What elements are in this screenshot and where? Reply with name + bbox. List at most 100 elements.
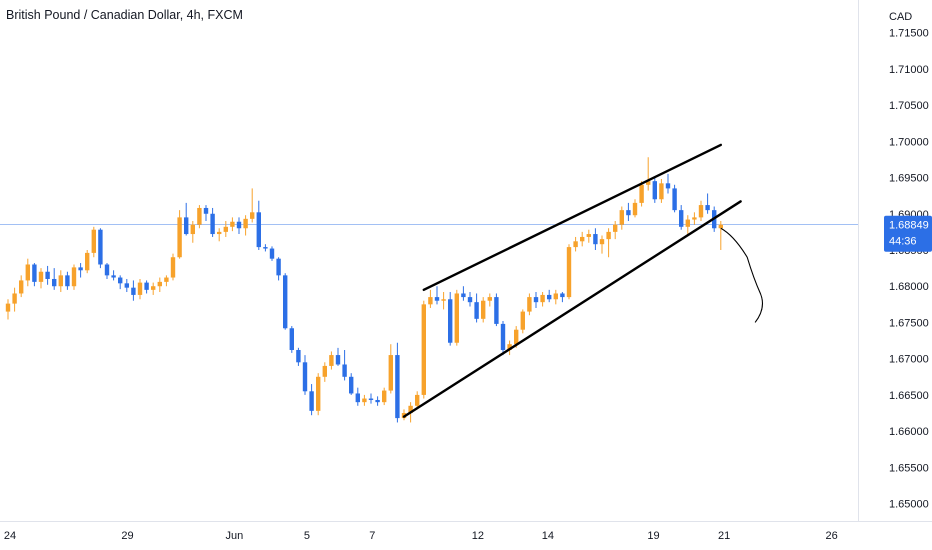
price-tick-label: 1.67000 [889, 354, 929, 366]
candle-body [104, 264, 110, 276]
candle [566, 244, 572, 300]
candle [12, 287, 17, 312]
candle [71, 264, 77, 290]
candle-body [375, 399, 380, 403]
candle [157, 277, 162, 293]
candle [19, 275, 24, 298]
time-axis[interactable]: 24 29 Jun 5 7 12 14 19 21 26 [4, 530, 838, 542]
candle-body [718, 224, 723, 229]
candle-body [547, 294, 552, 300]
candle-body [705, 205, 710, 211]
symbol-title[interactable]: British Pound / Canadian Dollar, 4h, FXC… [6, 8, 243, 22]
candle [118, 275, 123, 290]
candle-body [91, 229, 96, 253]
candle-body [632, 202, 638, 216]
candle-body [619, 210, 624, 225]
candle [289, 326, 294, 353]
candle-body [507, 344, 512, 350]
candle [441, 292, 446, 310]
candle-body [665, 183, 671, 189]
price-tick-label: 1.65500 [889, 462, 929, 474]
candle [560, 292, 565, 303]
candle-body [454, 293, 459, 343]
candle-body [500, 323, 506, 350]
candle-body [586, 234, 591, 237]
candle-body [177, 217, 182, 258]
candle-body [210, 213, 215, 235]
lower-trendline[interactable] [402, 200, 742, 418]
candle [606, 228, 611, 258]
candle [679, 205, 684, 230]
candle [131, 280, 136, 301]
candle-body [98, 229, 103, 265]
candle-body [382, 390, 387, 403]
price-tick-label: 1.65000 [889, 499, 929, 511]
candle-body [322, 365, 327, 377]
candle-body [335, 355, 341, 365]
candle [448, 292, 453, 346]
candle [250, 188, 255, 223]
candle-body [672, 188, 677, 211]
currency-label: CAD [889, 11, 912, 23]
candle-body [599, 239, 605, 245]
candle-body [78, 267, 83, 271]
candle-body [236, 221, 242, 229]
price-axis[interactable]: 1.715001.710001.705001.700001.695001.690… [889, 28, 929, 511]
price-tick-label: 1.69500 [889, 173, 929, 185]
candle-body [679, 210, 684, 227]
candle [243, 215, 248, 236]
candle [85, 249, 90, 274]
last-price-badge: 1.68849 44:36 [884, 215, 932, 252]
candle [652, 177, 657, 203]
candle [368, 393, 374, 404]
candle [382, 387, 387, 406]
candle [547, 289, 552, 303]
upper-trendline[interactable] [422, 143, 722, 292]
candle [665, 173, 671, 194]
candle [553, 289, 558, 305]
candle [474, 293, 479, 323]
candle-body [342, 364, 347, 377]
candle [164, 275, 169, 287]
candle-body [461, 293, 466, 298]
candle [586, 229, 591, 243]
time-tick-label: 7 [369, 530, 375, 542]
price-tick-label: 1.71000 [889, 64, 929, 76]
candle-body [613, 224, 618, 232]
candle [52, 268, 57, 290]
candle-body [355, 393, 360, 403]
candle-body [448, 299, 453, 343]
candle [302, 355, 308, 395]
candle [78, 263, 83, 278]
last-price-value: 1.68849 [889, 220, 929, 232]
candle [355, 387, 360, 406]
candle [415, 391, 420, 410]
candle [646, 157, 651, 191]
candle [144, 280, 149, 294]
candle-body [302, 362, 308, 392]
candle-body [65, 275, 70, 287]
candle [500, 321, 506, 356]
candle [362, 394, 367, 406]
time-tick-label: 21 [718, 530, 730, 542]
candle [580, 231, 585, 247]
candle [428, 289, 433, 308]
candle [38, 268, 44, 289]
projection-curve[interactable] [720, 227, 764, 323]
candle [177, 210, 182, 259]
candle-body [58, 275, 63, 287]
candle [32, 263, 37, 287]
candle-body [395, 355, 400, 419]
candle [184, 202, 189, 236]
candle-body [533, 297, 539, 303]
candle [256, 200, 261, 250]
candle [619, 206, 624, 230]
candle-body [652, 181, 657, 200]
candle [104, 263, 110, 279]
candle [388, 344, 393, 394]
candle-body [349, 376, 354, 394]
candle-body [606, 231, 611, 240]
candle-body [263, 247, 268, 249]
candle-body [428, 297, 433, 305]
